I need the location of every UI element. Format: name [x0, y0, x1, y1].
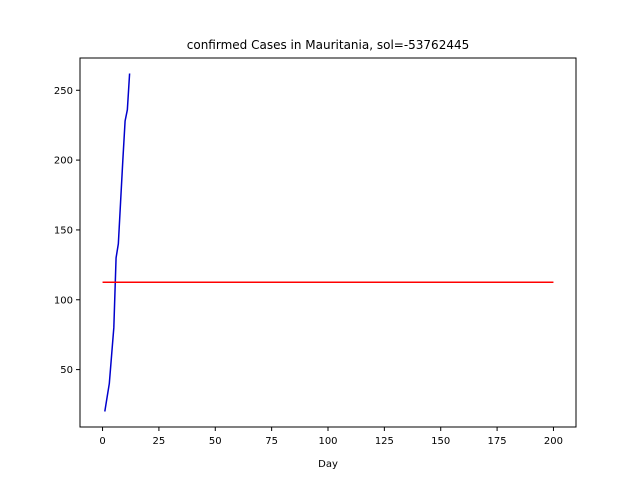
x-tick-label: 25 — [153, 436, 166, 447]
y-tick-label: 150 — [54, 225, 73, 236]
x-tick-label: 100 — [318, 436, 337, 447]
plot-lines — [102, 73, 554, 412]
x-tick-label: 0 — [99, 436, 105, 447]
y-axis-ticks: 50 100 150 200 250 — [54, 86, 80, 376]
y-tick-label: 50 — [60, 365, 73, 376]
x-axis-label: Day — [318, 459, 338, 470]
x-tick-label: 75 — [265, 436, 278, 447]
x-axis-ticks: 0 25 50 75 100 125 150 175 200 — [99, 427, 563, 447]
x-tick-label: 125 — [375, 436, 394, 447]
x-tick-label: 200 — [544, 436, 563, 447]
x-tick-label: 150 — [431, 436, 450, 447]
x-tick-label: 50 — [209, 436, 222, 447]
y-tick-label: 200 — [54, 156, 73, 167]
y-tick-label: 100 — [54, 295, 73, 306]
series-line-confirmed — [104, 73, 131, 412]
chart-title: confirmed Cases in Mauritania, sol=-5376… — [187, 38, 469, 52]
x-tick-label: 175 — [488, 436, 507, 447]
y-tick-label: 250 — [54, 86, 73, 97]
